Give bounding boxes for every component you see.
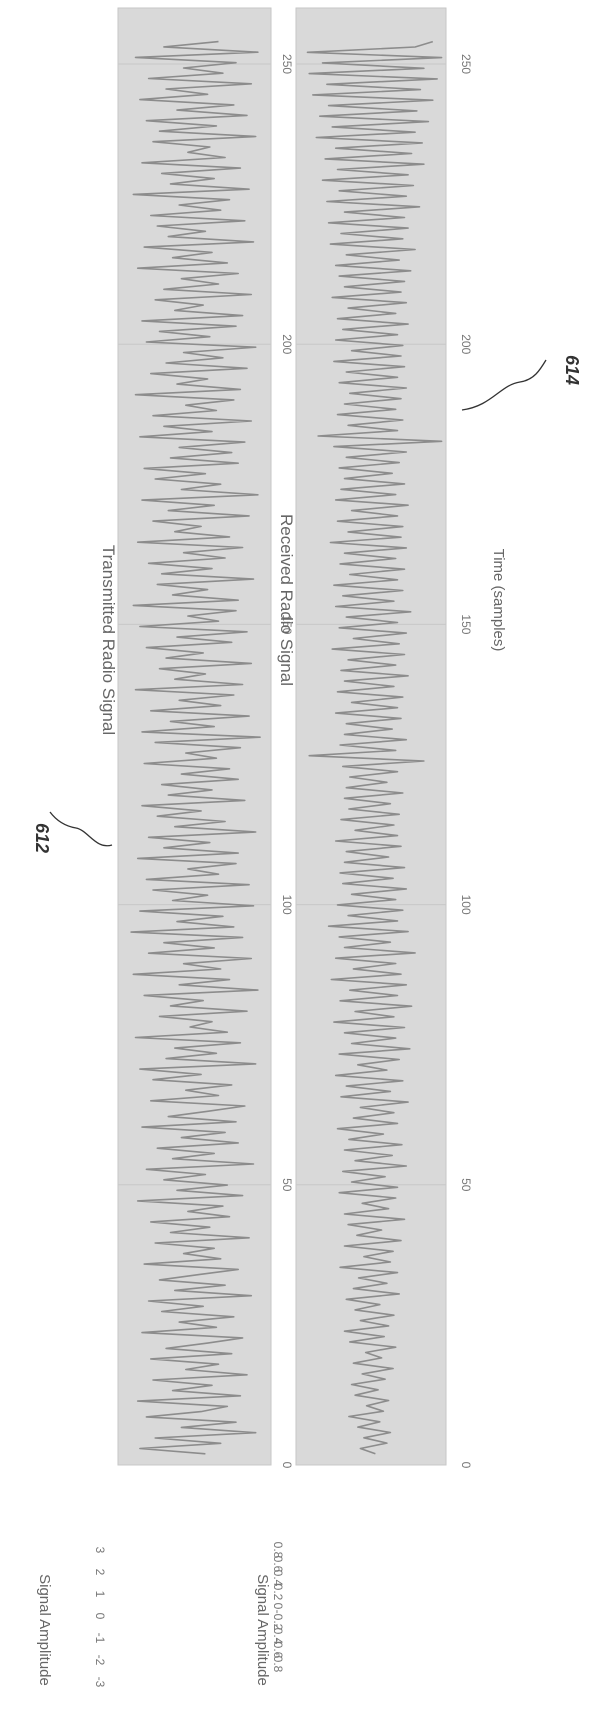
x-tick-label: 50 — [459, 1178, 473, 1192]
y-tick-label: 0.2 — [271, 1584, 285, 1601]
received-gridlines — [296, 63, 446, 1466]
received-x-ticks: 0 50 100 150 200 250 — [459, 54, 473, 1469]
y-tick-label: 0.8 — [271, 1542, 285, 1559]
ref-612-label: 612 — [32, 823, 52, 853]
x-tick-label: 150 — [280, 614, 294, 634]
received-y-ticks: 0.80.60.40.2 0-0.2-0.4-0.6-0.8 — [271, 1542, 285, 1673]
ref-614-label: 614 — [562, 355, 582, 385]
x-tick-label: 50 — [280, 1178, 294, 1192]
received-chart-title: Received Radio Signal — [277, 514, 296, 686]
y-tick-label: -3 — [93, 1677, 107, 1688]
x-tick-label: 100 — [459, 895, 473, 915]
x-tick-label: 250 — [280, 54, 294, 74]
transmitted-signal-panel: 0 50 100 150 200 250 3 2 1 0 -1 -2 -3 Transmitted R… — [36, 7, 294, 1688]
x-tick-label: 200 — [459, 334, 473, 354]
y-tick-label: 0.6 — [271, 1556, 285, 1573]
ref-612-group: 612 — [32, 811, 113, 853]
y-tick-label: -0.8 — [271, 1652, 285, 1673]
x-tick-label: 100 — [280, 895, 294, 915]
x-tick-label: 0 — [459, 1462, 473, 1469]
received-x-axis-label: Time (samples) — [490, 549, 507, 652]
y-tick-label: 2 — [93, 1569, 107, 1576]
transmitted-y-axis-label: Signal Amplitude — [36, 1574, 53, 1686]
y-tick-label: -2 — [93, 1655, 107, 1666]
transmitted-chart-title: Transmitted Radio Signal — [99, 545, 118, 735]
y-tick-label: 0 — [93, 1613, 107, 1620]
y-tick-label: 3 — [93, 1547, 107, 1554]
y-tick-label: -0.4 — [271, 1624, 285, 1645]
ref-614-leader — [461, 359, 547, 411]
y-tick-label: -0.2 — [271, 1610, 285, 1631]
y-tick-label: -1 — [93, 1633, 107, 1644]
x-tick-label: 0 — [280, 1462, 294, 1469]
y-tick-label: 0 — [271, 1603, 285, 1610]
y-tick-label: 1 — [93, 1591, 107, 1598]
x-tick-label: 250 — [459, 54, 473, 74]
ref-612-leader — [49, 811, 113, 847]
y-tick-label: 0.4 — [271, 1570, 285, 1587]
transmitted-signal-line — [130, 40, 261, 1455]
transmitted-x-ticks: 0 50 100 150 200 250 — [280, 54, 294, 1469]
y-tick-label: -0.6 — [271, 1638, 285, 1659]
x-tick-label: 200 — [280, 334, 294, 354]
ref-614-group: 614 — [461, 355, 582, 411]
transmitted-y-ticks: 3 2 1 0 -1 -2 -3 — [93, 1547, 107, 1688]
received-signal-line — [306, 40, 443, 1455]
x-tick-label: 150 — [459, 614, 473, 634]
received-y-axis-label: Signal Amplitude — [254, 1574, 271, 1686]
